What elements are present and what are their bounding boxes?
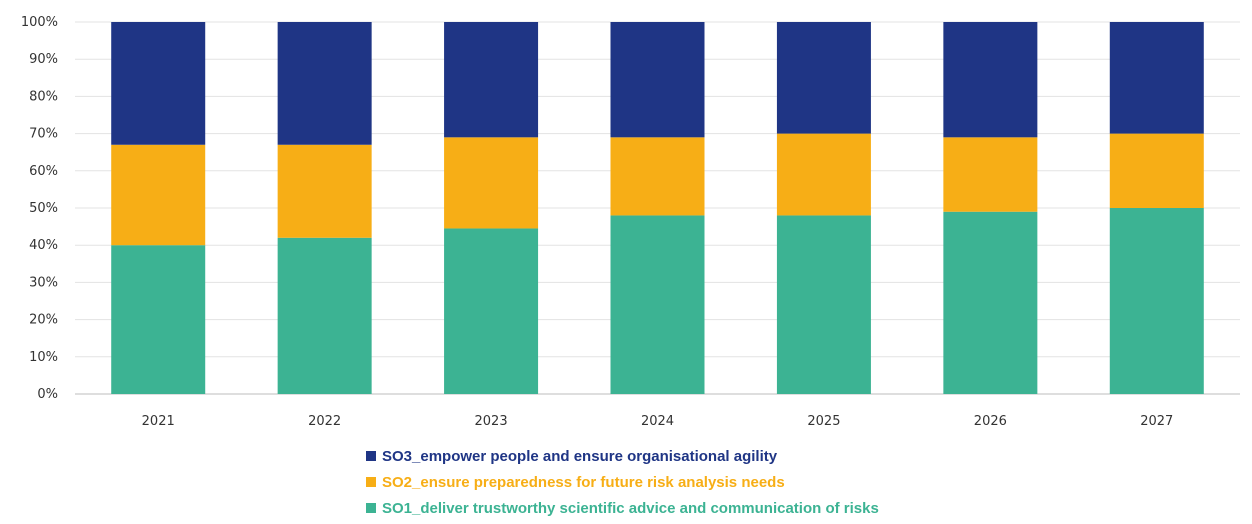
bar-segment-2-2027: [1109, 133, 1204, 208]
bar-segment-1-2023: [444, 228, 539, 394]
bar-segment-3-2023: [444, 22, 539, 138]
x-axis-ticks: 2021 2022 2023 2024 2025 2026 2027: [142, 414, 1174, 429]
bar-segment-3-2027: [1109, 22, 1204, 134]
y-tick-label: 30%: [29, 275, 58, 290]
x-tick-label: 2021: [142, 414, 175, 429]
y-tick-label: 70%: [29, 127, 58, 142]
bar-segment-1-2027: [1109, 208, 1204, 394]
legend-item: SO3_empower people and ensure organisati…: [366, 443, 879, 469]
bar-segment-2-2025: [776, 133, 871, 216]
y-tick-label: 10%: [29, 350, 58, 365]
legend-label: SO1_deliver trustworthy scientific advic…: [382, 499, 879, 517]
bar-segment-1-2026: [943, 211, 1038, 394]
bar-segment-3-2024: [610, 22, 705, 138]
legend-swatch: [366, 451, 376, 461]
bar-segment-2-2026: [943, 137, 1038, 212]
stacked-bar-chart: 0%10%20%30%40%50%60%70%80%90%100% 2021 20…: [21, 15, 1240, 429]
y-tick-label: 50%: [29, 201, 58, 216]
legend-label: SO2_ensure preparedness for future risk …: [382, 473, 785, 491]
legend-item: SO2_ensure preparedness for future risk …: [366, 469, 879, 495]
y-tick-label: 80%: [29, 89, 58, 104]
y-tick-label: 0%: [37, 387, 58, 402]
x-tick-label: 2022: [308, 414, 341, 429]
bar-segment-2-2021: [111, 144, 206, 246]
y-tick-label: 90%: [29, 52, 58, 67]
y-tick-label: 20%: [29, 313, 58, 328]
x-tick-label: 2024: [641, 414, 674, 429]
y-tick-label: 40%: [29, 238, 58, 253]
bar-segment-2-2024: [610, 137, 705, 216]
bar-segment-1-2024: [610, 215, 705, 394]
bar-segment-1-2022: [277, 237, 372, 394]
x-tick-label: 2025: [807, 414, 840, 429]
bar-segment-3-2026: [943, 22, 1038, 138]
x-tick-label: 2023: [475, 414, 508, 429]
bar-segment-1-2025: [776, 215, 871, 394]
legend-swatch: [366, 477, 376, 487]
bar-segment-3-2021: [111, 22, 206, 145]
x-tick-label: 2026: [974, 414, 1007, 429]
legend-label: SO3_empower people and ensure organisati…: [382, 447, 778, 465]
bar-segment-2-2022: [277, 144, 372, 238]
y-axis-ticks: 0% 10% 20% 30% 40% 50% 60% 70% 80% 90% 100%: [21, 15, 58, 402]
legend-swatch: [366, 503, 376, 513]
bars: [111, 22, 1204, 394]
bar-segment-1-2021: [111, 245, 206, 394]
bar-segment-3-2022: [277, 22, 372, 145]
y-tick-label: 100%: [21, 15, 58, 30]
bar-segment-3-2025: [776, 22, 871, 134]
x-tick-label: 2027: [1140, 414, 1173, 429]
bar-segment-2-2023: [444, 137, 539, 229]
legend-item: SO1_deliver trustworthy scientific advic…: [366, 495, 879, 521]
legend: SO3_empower people and ensure organisati…: [366, 443, 879, 521]
y-tick-label: 60%: [29, 164, 58, 179]
